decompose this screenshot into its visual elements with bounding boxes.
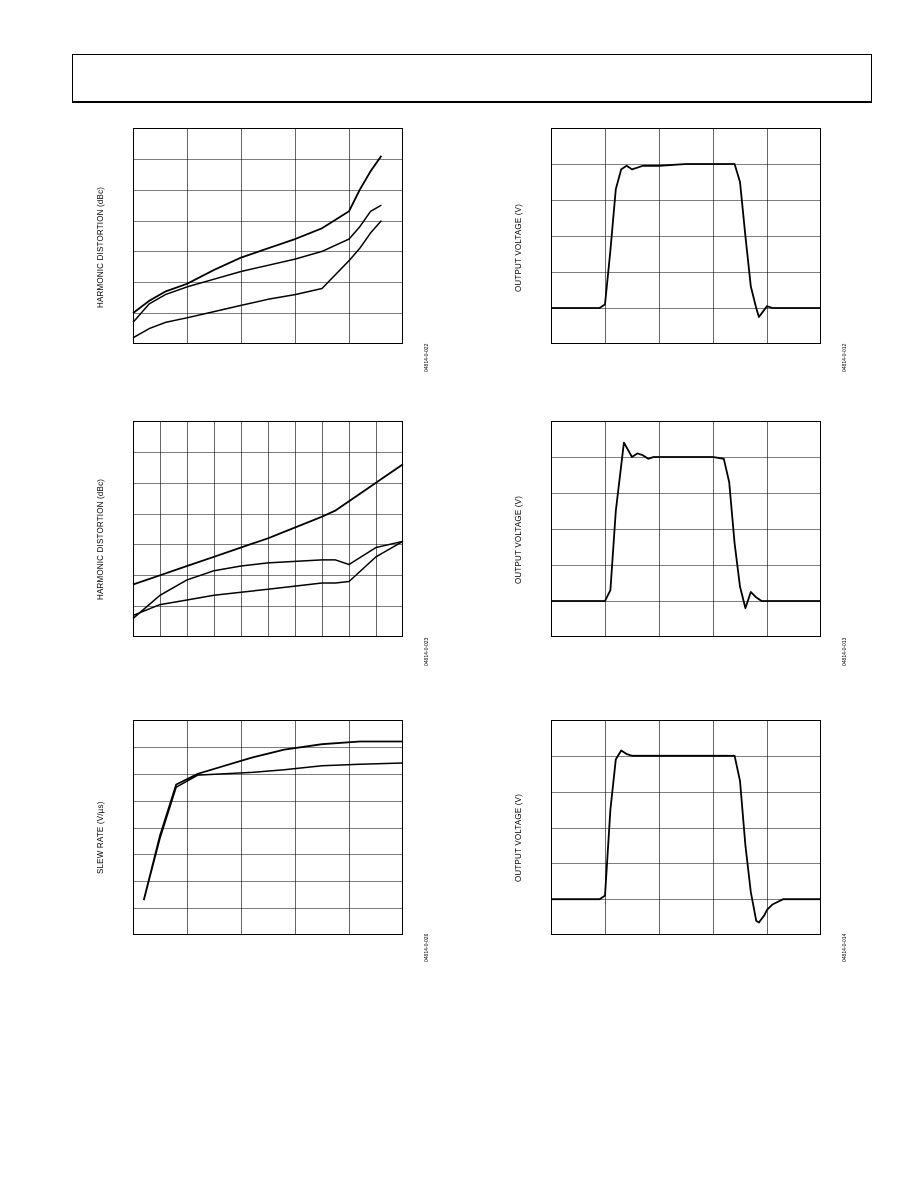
series-line-1: [551, 441, 821, 610]
plot-frame: [133, 421, 403, 637]
chart-svg: [551, 128, 821, 344]
plot-frame: [551, 128, 821, 344]
chart-svg: [551, 421, 821, 637]
figure-code: 04814-0-013: [842, 637, 848, 666]
series-line-3: [132, 540, 404, 617]
chart-svg: [132, 421, 404, 637]
series-line-1: [132, 155, 383, 314]
y-axis-label: SLEW RATE (V/µs): [96, 801, 105, 874]
y-axis-label: HARMONIC DISTORTION (dBc): [96, 186, 105, 308]
figure-code: 04814-0-022: [424, 343, 430, 372]
series-line-2: [143, 762, 404, 901]
plot-frame: [133, 128, 403, 344]
plot-frame: [551, 720, 821, 935]
figure-code: 04814-0-023: [424, 637, 430, 666]
output-voltage-chart-3: [551, 720, 821, 935]
y-axis-label: HARMONIC DISTORTION (dBc): [96, 478, 105, 600]
output-voltage-chart-2: [551, 421, 821, 637]
figure-code: 04814-0-014: [842, 933, 848, 962]
output-voltage-chart-1: [551, 128, 821, 344]
series-line-2: [132, 540, 404, 620]
plot-frame: [551, 421, 821, 637]
chart-svg: [133, 720, 404, 935]
plot-frame: [133, 720, 403, 935]
slew-rate-chart: [133, 720, 404, 935]
series-line-1: [142, 740, 403, 901]
y-axis-label: OUTPUT VOLTAGE (V): [514, 203, 523, 292]
y-axis-label: OUTPUT VOLTAGE (V): [514, 793, 523, 882]
harmonic-distortion-chart-2: [132, 421, 404, 637]
series-line-2: [132, 204, 382, 323]
series-line-1: [132, 463, 404, 586]
chart-svg: [132, 128, 403, 344]
chart-svg: [551, 720, 821, 935]
series-line-1: [551, 163, 821, 318]
harmonic-distortion-chart-1: [132, 128, 403, 344]
page-header-box: [72, 54, 872, 103]
figure-code: 04814-0-026: [424, 933, 430, 962]
series-line-3: [132, 220, 382, 339]
series-line-1: [551, 749, 821, 924]
y-axis-label: OUTPUT VOLTAGE (V): [514, 495, 523, 584]
figure-code: 04814-0-012: [842, 343, 848, 372]
